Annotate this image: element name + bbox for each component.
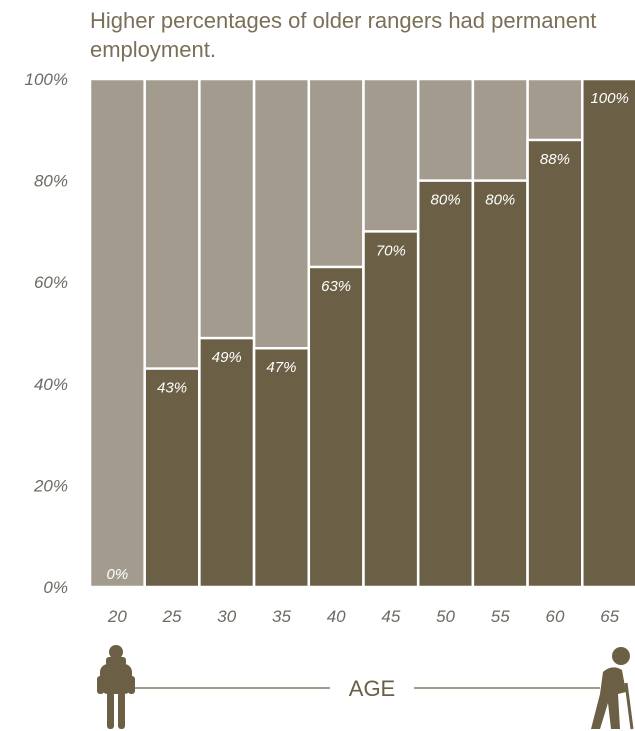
y-tick-label: 80% xyxy=(34,172,68,191)
data-label: 63% xyxy=(321,278,351,295)
data-label: 88% xyxy=(540,151,570,168)
y-tick-label: 40% xyxy=(34,375,68,394)
bar-value xyxy=(416,179,475,589)
data-label: 80% xyxy=(485,192,515,209)
bar-remainder xyxy=(88,77,146,589)
bars: 0% 43% 49% 47% 63% 70% 80% 80% 88% 100% xyxy=(88,77,635,589)
bar-value xyxy=(362,230,420,589)
bar-value xyxy=(526,138,584,589)
y-tick-label: 60% xyxy=(34,273,68,292)
x-tick-label: 60 xyxy=(545,607,564,626)
y-tick-label: 0% xyxy=(43,578,68,597)
x-axis-ticks: 20 25 30 35 40 45 50 55 60 65 xyxy=(107,607,620,626)
x-tick-label: 50 xyxy=(436,607,455,626)
x-tick-label: 55 xyxy=(491,607,510,626)
x-tick-label: 65 xyxy=(600,607,619,626)
y-axis-ticks: 0% 20% 40% 60% 80% 100% xyxy=(25,70,68,597)
bar-value xyxy=(252,346,311,589)
data-label: 0% xyxy=(107,566,129,583)
bar-value xyxy=(307,265,365,589)
x-tick-label: 35 xyxy=(272,607,291,626)
data-label: 47% xyxy=(266,359,296,376)
y-tick-label: 100% xyxy=(25,70,68,89)
y-tick-label: 20% xyxy=(33,476,68,495)
x-tick-label: 20 xyxy=(107,607,127,626)
bar-value xyxy=(581,77,635,589)
data-label: 43% xyxy=(157,380,187,397)
data-label: 49% xyxy=(212,349,242,366)
data-label: 70% xyxy=(376,242,406,259)
x-tick-label: 45 xyxy=(381,607,400,626)
x-tick-label: 40 xyxy=(327,607,346,626)
chart-title: Higher percentages of older rangers had … xyxy=(90,8,597,62)
bar-value xyxy=(471,179,529,589)
x-axis-label: AGE xyxy=(349,676,395,701)
bar-value xyxy=(198,336,256,589)
young-hiker-icon xyxy=(97,645,135,729)
x-tick-label: 30 xyxy=(217,607,236,626)
x-tick-label: 25 xyxy=(162,607,182,626)
data-label: 80% xyxy=(431,192,461,209)
bar-value xyxy=(143,367,201,589)
elderly-walker-icon xyxy=(591,647,634,730)
data-label: 100% xyxy=(590,90,628,107)
